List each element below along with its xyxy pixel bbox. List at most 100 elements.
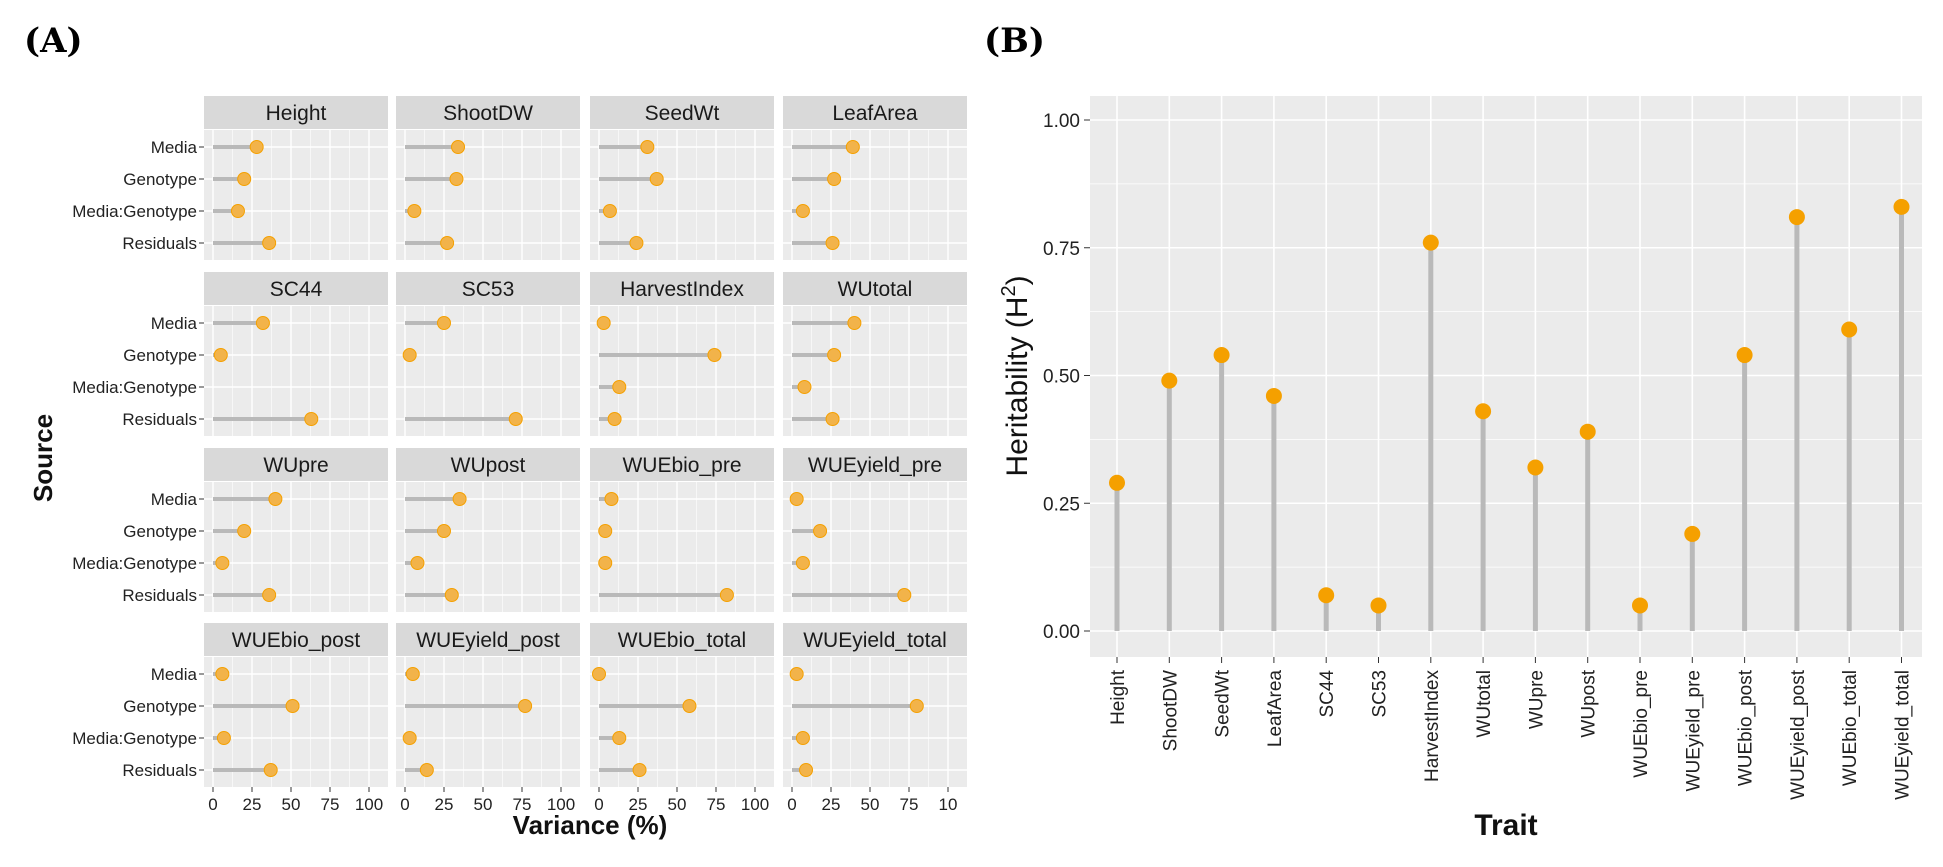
facet-sc44: SC44 Media Genotype Media:Genotype Residuals [72,272,388,436]
facet-strip [590,272,774,305]
lollipop-point [1579,423,1596,440]
facet-panel [204,657,388,787]
facet-title: WUtotal [838,278,913,301]
y-tick-label: Media [151,490,198,509]
lollipop-point [789,492,804,506]
facet-leafarea: LeafArea [783,96,967,260]
facet-title: HarvestIndex [620,278,744,301]
lollipop-point [607,412,622,426]
facet-title: WUEyield_post [416,629,560,652]
x-tick-label: 50 [668,795,687,814]
lollipop-point [682,699,697,713]
lollipop-point [215,556,230,570]
facet-seedwt: SeedWt [590,96,774,260]
facet-wuebio-total: WUEbio_total 0 25 50 75 100 [590,623,774,814]
y-tick-label: Media:Genotype [72,202,197,221]
facet-title: ShootDW [443,102,533,125]
lollipop-point [263,763,278,777]
lollipop-point [592,667,606,681]
x-tick-label: WUEyield_pre [1683,670,1704,791]
lollipop-point [1632,597,1648,614]
x-axis-title: Variance (%) [513,810,668,840]
x-tick-label: 0 [787,795,796,814]
x-tick-label: 75 [513,795,532,814]
y-tick-label: Genotype [123,697,197,716]
chart-b-heritability: 0.00 0.25 0.50 0.75 1.00 Height ShootDW SeedWt L… [998,96,1922,842]
lollipop-point [1422,234,1439,251]
y-tick-label: Residuals [122,586,197,605]
facet-title: WUEyield_total [803,629,947,652]
y-tick-label: Genotype [123,522,197,541]
x-tick-label: 0 [594,795,603,814]
y-axis-title-sup: 2 [998,285,1020,296]
lollipop-point [1788,209,1805,226]
lollipop-point [1109,474,1125,491]
x-tick-label: WUpre [1526,670,1547,729]
lollipop-point [707,348,722,362]
lollipop-point [612,731,627,745]
x-tick-label: 100 [741,795,769,814]
x-tick-label: 25 [435,795,454,814]
facet-strip [783,96,967,129]
lollipop-point [612,380,627,394]
x-tick-label: SC44 [1317,670,1338,718]
chart-a-facets: Height Media Genotype Media:Genotype Residua… [28,96,967,840]
y-axis-title: Source [28,414,58,502]
facet-shootdw: ShootDW [396,96,580,260]
facet-strip [204,448,388,481]
lollipop-point [407,204,422,218]
facet-panel [590,657,774,787]
y-tick-label: 0.75 [1043,239,1080,260]
y-tick-label: 1.00 [1043,111,1080,132]
facet-strip [204,96,388,129]
x-tick-label: WUtotal [1474,670,1495,738]
facet-wueyield-pre: WUEyield_pre [783,448,967,612]
x-tick-label: 0 [208,795,217,814]
lollipop-point [897,588,912,602]
facet-title: LeafArea [832,102,918,125]
lollipop-point [437,316,451,330]
y-axis-title-end: ) [1001,275,1034,285]
facet-title: WUpre [263,454,328,477]
y-tick-label: 0.00 [1043,622,1080,643]
facet-wutotal: WUtotal [783,272,967,436]
facet-panel [783,657,967,787]
y-axis-title-main: Heritability (H [1001,297,1034,477]
x-tick-label: 25 [629,795,648,814]
lollipop-point [602,204,617,218]
facet-strip [396,448,580,481]
facet-wueyield-total: WUEyield_total 0 25 50 75 10 [783,623,967,814]
lollipop-point [797,380,812,394]
x-tick-label: 50 [861,795,880,814]
y-axis-title: Heritability (H2) [998,275,1034,476]
lollipop-point [795,556,810,570]
facet-height: Height Media Genotype Media:Genotype Residua… [72,96,388,260]
lollipop-point [215,667,230,681]
lollipop-point [237,524,252,538]
facet-wuebio-post: WUEbio_post Media Genotype Media:Genotype Re… [72,623,388,814]
lollipop-point [249,140,264,154]
lollipop-point [508,412,523,426]
lollipop-point [827,348,842,362]
x-tick-label: 50 [474,795,493,814]
facet-panel [783,130,967,260]
facet-strip [590,623,774,656]
lollipop-point [230,204,245,218]
x-tick-label: 10 [939,795,958,814]
facet-panel [590,130,774,260]
x-axis-title: Trait [1474,809,1537,842]
lollipop-point [845,140,860,154]
x-tick-label: SeedWt [1213,669,1234,737]
lollipop-point [1370,597,1387,614]
lollipop-point [1213,347,1230,364]
facet-panel [783,482,967,612]
lollipop-point [216,731,231,745]
y-tick-label: Residuals [122,234,197,253]
facet-strip [590,448,774,481]
facet-panel [204,482,388,612]
lollipop-point [444,588,459,602]
x-tick-label: 100 [547,795,575,814]
lollipop-point [825,412,840,426]
facet-panel [783,306,967,436]
lollipop-point [825,236,840,250]
